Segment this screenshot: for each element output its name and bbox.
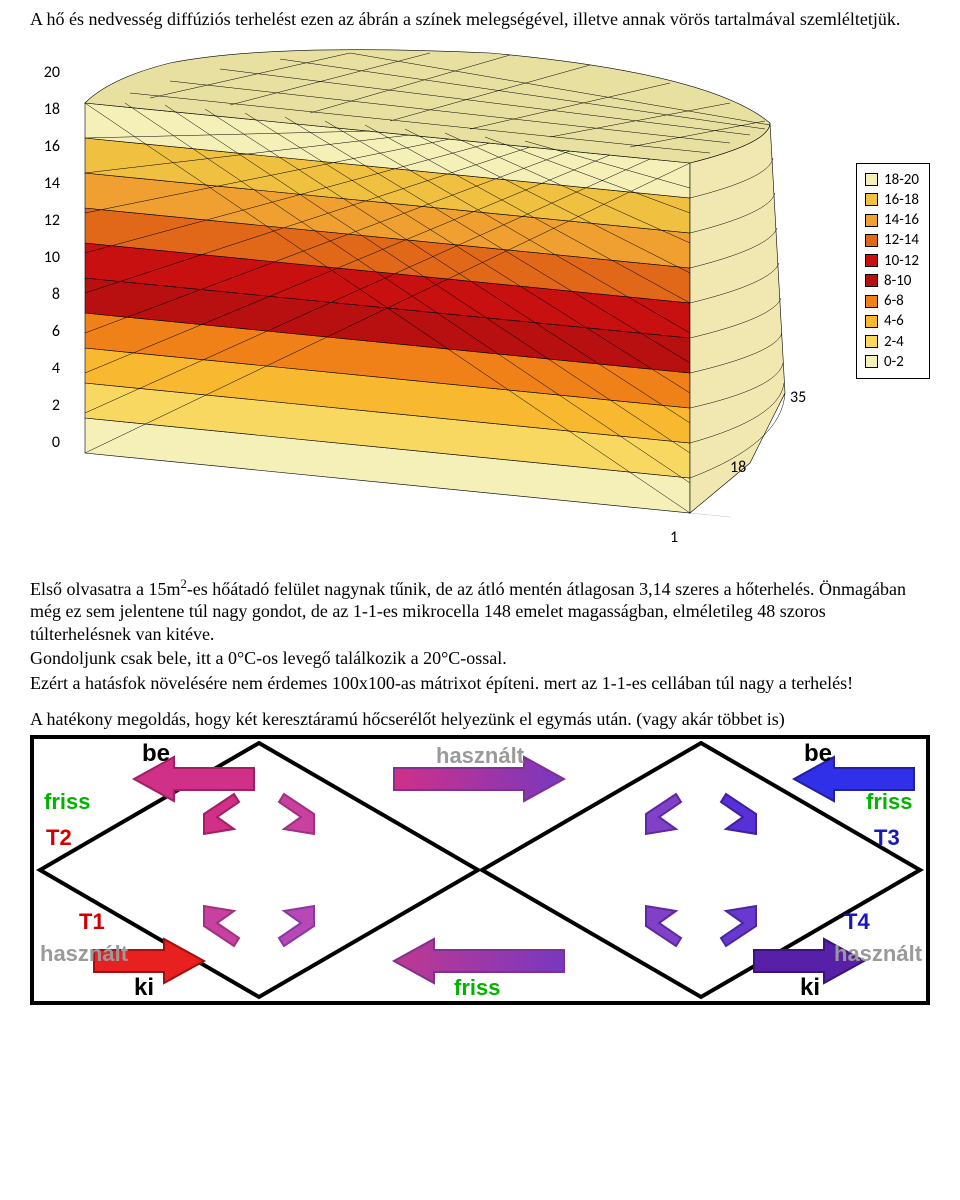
label-t2: T2 (46, 825, 72, 850)
z-tick: 0 (30, 433, 60, 453)
label-be-right: be (804, 740, 832, 767)
paragraph-2: Gondoljunk csak bele, itt a 0°C-os leveg… (30, 647, 930, 670)
legend-label: 8-10 (884, 271, 911, 291)
legend-item: 14-16 (865, 210, 919, 230)
label-t4: T4 (844, 909, 870, 934)
intro-paragraph: A hő és nedvesség diffúziós terhelést ez… (30, 8, 930, 31)
legend-item: 18-20 (865, 170, 919, 190)
legend-label: 10-12 (884, 251, 919, 271)
legend-item: 10-12 (865, 251, 919, 271)
hx-svg: be használt be friss T2 T1 használt ki f… (34, 739, 926, 1001)
legend-item: 6-8 (865, 291, 919, 311)
z-tick: 4 (30, 359, 60, 379)
legend-label: 14-16 (884, 210, 919, 230)
legend-item: 4-6 (865, 311, 919, 331)
swatch-icon (865, 295, 878, 308)
legend-label: 4-6 (884, 311, 904, 331)
label-friss-right: friss (866, 789, 912, 814)
legend-label: 12-14 (884, 230, 919, 250)
z-tick: 12 (30, 211, 60, 231)
label-ki-right: ki (800, 974, 820, 1001)
swatch-icon (865, 214, 878, 227)
label-hasznalt-br: használt (834, 941, 923, 966)
legend-label: 16-18 (884, 190, 919, 210)
z-tick: 10 (30, 248, 60, 268)
label-friss-left: friss (44, 789, 90, 814)
depth-label-mid: 18 (730, 458, 746, 478)
swatch-icon (865, 254, 878, 267)
surface-svg-wrap (70, 43, 790, 543)
z-tick: 20 (30, 63, 60, 83)
chart-legend: 18-20 16-18 14-16 12-14 10-12 8-10 6-8 4… (856, 163, 930, 380)
legend-item: 0-2 (865, 352, 919, 372)
label-ki-left: ki (134, 974, 154, 1001)
z-tick: 8 (30, 285, 60, 305)
legend-label: 2-4 (884, 332, 904, 352)
legend-item: 12-14 (865, 230, 919, 250)
z-tick: 6 (30, 322, 60, 342)
legend-item: 16-18 (865, 190, 919, 210)
legend-label: 6-8 (884, 291, 904, 311)
label-t1: T1 (79, 909, 105, 934)
swatch-icon (865, 173, 878, 186)
swatch-icon (865, 193, 878, 206)
swatch-icon (865, 315, 878, 328)
label-friss-bottom: friss (454, 975, 500, 1000)
legend-item: 2-4 (865, 332, 919, 352)
swatch-icon (865, 234, 878, 247)
swatch-icon (865, 274, 878, 287)
label-be-left: be (142, 740, 170, 767)
paragraph-3: Ezért a hatásfok növelésére nem érdemes … (30, 672, 930, 695)
legend-label: 18-20 (884, 170, 919, 190)
label-hasznalt-top: használt (436, 743, 525, 768)
text: Első olvasatra a 15m (30, 579, 180, 599)
z-tick: 2 (30, 396, 60, 416)
surface-chart: 20 18 16 14 12 10 8 6 4 2 0 (30, 43, 930, 563)
swatch-icon (865, 355, 878, 368)
paragraph-4: A hatékony megoldás, hogy két keresztára… (30, 708, 930, 731)
depth-label-far: 35 (790, 388, 806, 408)
paragraph-1: Első olvasatra a 15m2-es hőátadó felület… (30, 577, 930, 646)
legend-item: 8-10 (865, 271, 919, 291)
surface-svg (70, 43, 790, 543)
z-tick: 16 (30, 137, 60, 157)
z-axis-ticks: 20 18 16 14 12 10 8 6 4 2 0 (30, 63, 60, 453)
depth-label-near: 1 (670, 528, 678, 548)
legend-label: 0-2 (884, 352, 904, 372)
z-tick: 18 (30, 100, 60, 120)
heat-exchanger-diagram: be használt be friss T2 T1 használt ki f… (30, 735, 930, 1005)
swatch-icon (865, 335, 878, 348)
label-t3: T3 (874, 825, 900, 850)
z-tick: 14 (30, 174, 60, 194)
label-hasznalt-bl: használt (40, 941, 129, 966)
